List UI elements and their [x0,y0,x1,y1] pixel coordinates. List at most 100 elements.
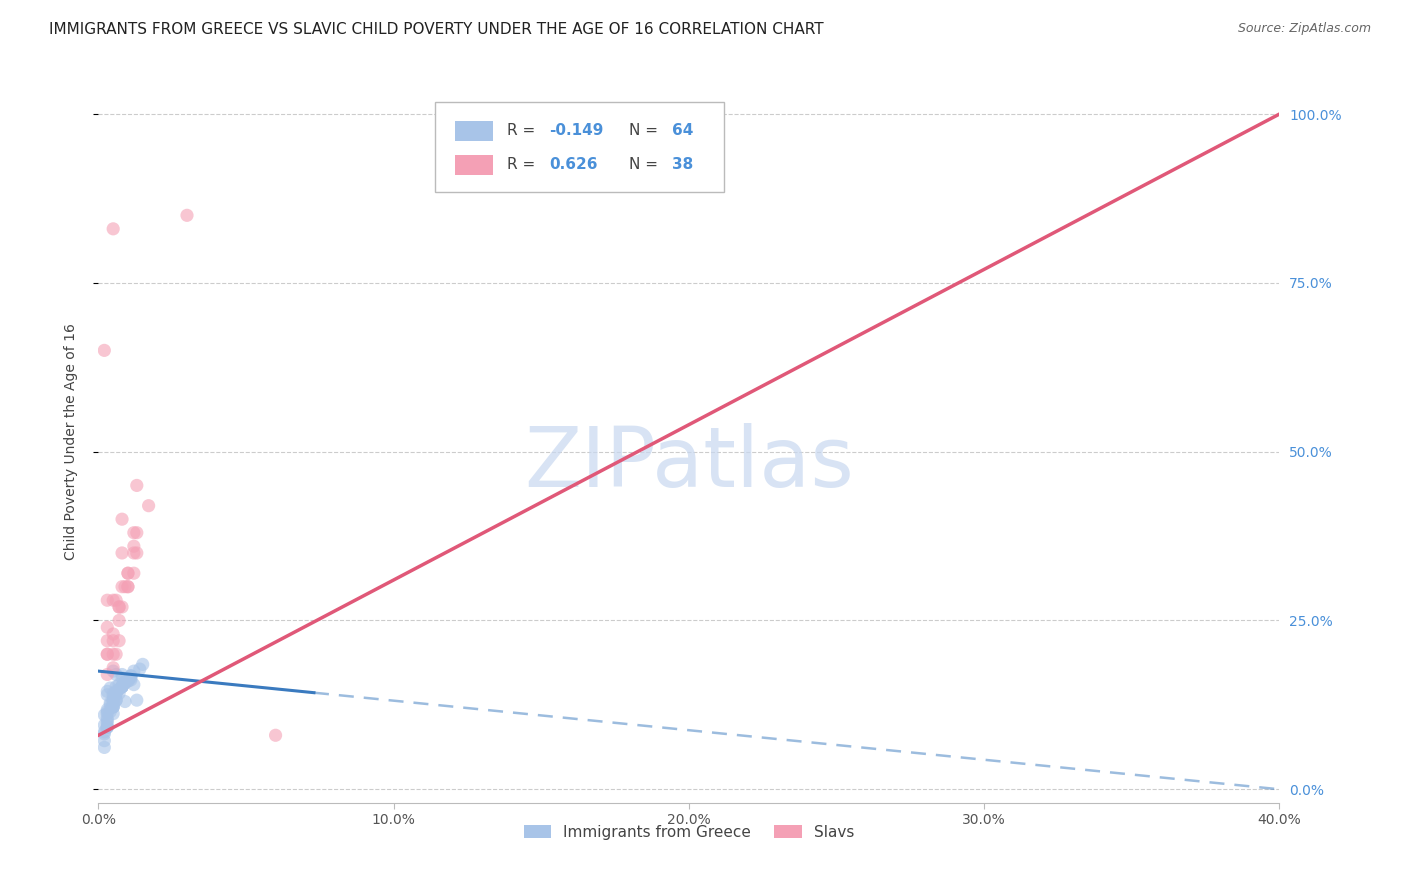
Point [103,698,125,712]
Point [93,725,115,739]
Point [103,593,125,607]
Point [108,614,131,628]
Point [103,696,125,710]
Point [111,580,134,594]
Point [96,633,118,648]
Text: 38: 38 [672,157,693,172]
Point [117,580,139,594]
Bar [456,120,494,141]
Point [98,681,121,695]
Point [128,662,150,676]
FancyBboxPatch shape [434,102,724,193]
Point [105,667,128,681]
Point [103,706,125,721]
Point [176,208,198,222]
Point [122,539,145,553]
Point [96,620,118,634]
Point [108,686,131,700]
Point [111,680,134,694]
Point [105,684,128,698]
Point [105,686,128,700]
Point [111,667,134,681]
Point [105,680,128,694]
Text: IMMIGRANTS FROM GREECE VS SLAVIC CHILD POVERTY UNDER THE AGE OF 16 CORRELATION C: IMMIGRANTS FROM GREECE VS SLAVIC CHILD P… [49,22,824,37]
Point [96,706,118,721]
Point [120,673,142,687]
Point [105,686,128,700]
Point [114,694,136,708]
Point [96,720,118,734]
Point [114,675,136,690]
Point [125,546,148,560]
Point [120,669,142,683]
Point [105,693,128,707]
Point [105,593,128,607]
Point [96,716,118,731]
Text: N =: N = [628,123,662,138]
Point [111,680,134,694]
Point [93,727,115,741]
Point [93,343,115,358]
Text: 0.626: 0.626 [550,157,598,172]
Point [111,680,134,694]
Point [114,580,136,594]
Point [120,669,142,683]
Point [114,675,136,690]
Point [96,711,118,725]
Point [93,708,115,723]
Point [108,599,131,614]
Text: R =: R = [508,123,540,138]
Point [111,546,134,560]
Point [103,700,125,714]
Text: Source: ZipAtlas.com: Source: ZipAtlas.com [1237,22,1371,36]
Y-axis label: Child Poverty Under the Age of 16: Child Poverty Under the Age of 16 [63,323,77,560]
Point [96,593,118,607]
Point [125,525,148,540]
Point [96,720,118,734]
Point [96,667,118,681]
Text: 64: 64 [672,123,693,138]
Point [111,680,134,694]
Point [98,705,121,719]
Legend: Immigrants from Greece, Slavs: Immigrants from Greece, Slavs [517,819,860,846]
Point [96,684,118,698]
Point [122,546,145,560]
Point [103,686,125,700]
Point [111,512,134,526]
Point [117,580,139,594]
Point [103,661,125,675]
Point [117,566,139,581]
Point [264,728,287,742]
Point [122,664,145,678]
Point [111,599,134,614]
Text: -0.149: -0.149 [550,123,605,138]
Point [96,688,118,702]
Point [103,664,125,678]
Point [111,671,134,685]
Text: R =: R = [508,157,540,172]
Point [105,693,128,707]
Text: ZIPatlas: ZIPatlas [524,423,853,504]
Point [93,740,115,755]
Point [96,714,118,728]
Point [98,698,121,712]
Text: N =: N = [628,157,662,172]
Point [103,689,125,703]
Point [108,633,131,648]
Point [103,633,125,648]
Point [108,682,131,697]
Point [98,696,121,710]
Point [103,627,125,641]
Point [111,680,134,694]
Point [96,720,118,734]
Point [117,566,139,581]
Point [125,478,148,492]
Point [132,657,155,672]
Point [96,647,118,661]
Point [93,733,115,747]
Point [96,703,118,717]
Point [125,693,148,707]
Point [105,647,128,661]
Point [122,678,145,692]
Point [120,671,142,685]
